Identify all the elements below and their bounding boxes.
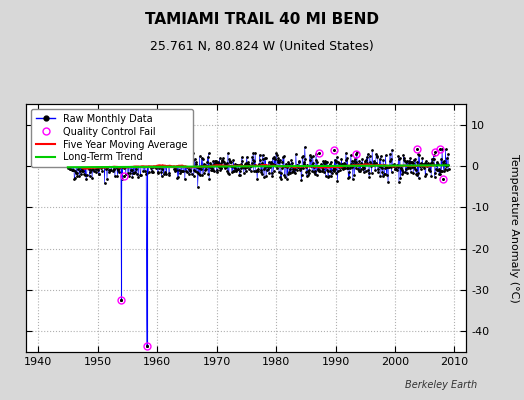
Text: TAMIAMI TRAIL 40 MI BEND: TAMIAMI TRAIL 40 MI BEND bbox=[145, 12, 379, 27]
Text: 25.761 N, 80.824 W (United States): 25.761 N, 80.824 W (United States) bbox=[150, 40, 374, 53]
Legend: Raw Monthly Data, Quality Control Fail, Five Year Moving Average, Long-Term Tren: Raw Monthly Data, Quality Control Fail, … bbox=[31, 109, 192, 167]
Y-axis label: Temperature Anomaly (°C): Temperature Anomaly (°C) bbox=[509, 154, 519, 302]
Text: Berkeley Earth: Berkeley Earth bbox=[405, 380, 477, 390]
